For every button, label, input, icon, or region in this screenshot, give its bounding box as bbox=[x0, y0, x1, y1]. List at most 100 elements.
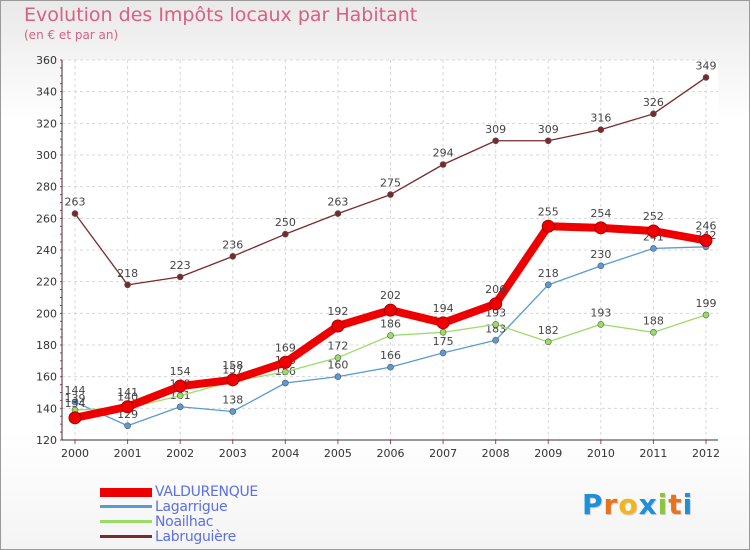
legend-label-lagarrigue: Lagarrigue bbox=[155, 499, 228, 515]
data-point-labruguire bbox=[492, 137, 499, 145]
chart-subtitle: (en € et par an) bbox=[24, 28, 119, 42]
y-tick-label: 200 bbox=[36, 307, 57, 320]
data-point-labruguire bbox=[176, 273, 184, 281]
x-tick-label: 2012 bbox=[692, 447, 720, 460]
data-point-lagarrigue bbox=[439, 349, 447, 357]
data-point-labruguire bbox=[544, 137, 552, 145]
x-tick-label: 2000 bbox=[61, 447, 89, 460]
data-label-valdurenque: 158 bbox=[222, 359, 243, 372]
data-label-labruguire: 309 bbox=[485, 123, 506, 136]
data-point-noailhac bbox=[492, 321, 499, 328]
data-label-noailhac: 182 bbox=[538, 324, 559, 337]
legend-label-labruguiere: Labruguière bbox=[155, 529, 236, 545]
legend-label-noailhac: Noailhac bbox=[155, 514, 214, 530]
y-tick-label: 220 bbox=[36, 276, 57, 289]
data-point-labruguire bbox=[334, 210, 342, 217]
legend-label-valdurenque: VALDURENQUE bbox=[155, 484, 258, 500]
x-tick-label: 2007 bbox=[429, 447, 457, 460]
logo-letter: o bbox=[618, 488, 639, 521]
data-label-noailhac: 157 bbox=[222, 363, 243, 376]
data-label-lagarrigue: 144 bbox=[65, 384, 86, 397]
x-tick-label: 2005 bbox=[324, 447, 352, 460]
y-tick-label: 120 bbox=[36, 434, 57, 447]
data-label-noailhac: 193 bbox=[590, 306, 611, 319]
data-label-valdurenque: 192 bbox=[327, 305, 348, 318]
data-point-lagarrigue bbox=[176, 403, 184, 411]
data-label-valdurenque: 254 bbox=[590, 207, 611, 220]
x-tick-label: 2004 bbox=[271, 447, 299, 460]
data-label-labruguire: 349 bbox=[696, 59, 717, 72]
y-tick-label: 340 bbox=[36, 86, 57, 99]
data-label-labruguire: 218 bbox=[117, 267, 138, 280]
data-label-valdurenque: 134 bbox=[65, 397, 86, 410]
data-point-noailhac bbox=[439, 329, 447, 336]
data-label-noailhac: 188 bbox=[643, 314, 664, 327]
data-point-lagarrigue bbox=[544, 281, 552, 289]
x-tick-label: 2009 bbox=[534, 447, 562, 460]
data-point-labruguire bbox=[597, 126, 605, 133]
data-point-labruguire bbox=[650, 110, 657, 118]
x-tick-label: 2011 bbox=[639, 447, 667, 460]
data-label-lagarrigue: 160 bbox=[327, 359, 348, 372]
logo-letter: i bbox=[657, 488, 669, 521]
data-label-noailhac: 199 bbox=[696, 297, 717, 310]
y-tick-label: 140 bbox=[36, 402, 57, 415]
y-tick-label: 280 bbox=[36, 181, 57, 194]
data-point-noailhac bbox=[544, 338, 552, 346]
x-tick-label: 2001 bbox=[114, 447, 142, 460]
logo-letter: i bbox=[682, 488, 694, 521]
data-point-noailhac bbox=[282, 368, 289, 376]
data-point-labruguire bbox=[282, 230, 289, 238]
data-label-noailhac: 172 bbox=[327, 340, 348, 353]
data-label-lagarrigue: 138 bbox=[222, 394, 243, 407]
data-label-labruguire: 316 bbox=[590, 112, 611, 125]
data-point-labruguire bbox=[229, 253, 237, 260]
data-label-lagarrigue: 230 bbox=[590, 248, 611, 261]
data-point-lagarrigue bbox=[124, 422, 131, 430]
data-point-valdurenque bbox=[699, 234, 713, 247]
data-point-valdurenque bbox=[331, 319, 345, 333]
y-tick-label: 300 bbox=[36, 149, 57, 162]
legend-swatch-labruguiere bbox=[100, 535, 152, 538]
data-label-labruguire: 223 bbox=[170, 259, 191, 272]
chart-title: Evolution des Impôts locaux par Habitant bbox=[24, 4, 418, 26]
proxiti-logo: Proxiti bbox=[582, 488, 693, 521]
data-label-labruguire: 275 bbox=[380, 177, 401, 190]
data-point-labruguire bbox=[702, 74, 710, 81]
data-point-labruguire bbox=[71, 210, 79, 217]
data-label-lagarrigue: 218 bbox=[538, 267, 559, 280]
data-label-labruguire: 326 bbox=[643, 96, 664, 109]
data-point-labruguire bbox=[439, 161, 447, 168]
data-label-lagarrigue: 175 bbox=[433, 335, 454, 348]
y-tick-label: 360 bbox=[36, 54, 57, 67]
data-point-lagarrigue bbox=[71, 398, 79, 406]
data-label-noailhac: 186 bbox=[380, 318, 401, 331]
data-point-noailhac bbox=[702, 311, 710, 319]
data-label-labruguire: 236 bbox=[222, 238, 243, 251]
data-point-valdurenque bbox=[594, 221, 608, 235]
data-point-noailhac bbox=[334, 354, 342, 361]
data-point-noailhac bbox=[597, 321, 605, 328]
y-tick-label: 180 bbox=[36, 339, 57, 352]
data-label-valdurenque: 169 bbox=[275, 341, 296, 354]
data-label-valdurenque: 206 bbox=[485, 283, 506, 296]
data-label-noailhac: 139 bbox=[65, 392, 86, 405]
data-label-labruguire: 263 bbox=[327, 196, 348, 209]
data-label-valdurenque: 141 bbox=[117, 386, 138, 399]
data-label-valdurenque: 154 bbox=[170, 365, 191, 378]
x-tick-label: 2008 bbox=[482, 447, 510, 460]
y-tick-label: 320 bbox=[36, 117, 57, 130]
data-label-labruguire: 294 bbox=[433, 147, 454, 160]
data-label-labruguire: 250 bbox=[275, 216, 296, 229]
x-tick-label: 2002 bbox=[166, 447, 194, 460]
data-point-valdurenque bbox=[646, 224, 660, 238]
data-point-noailhac bbox=[650, 329, 657, 336]
y-tick-label: 240 bbox=[36, 244, 57, 257]
legend-swatch-valdurenque bbox=[100, 488, 152, 497]
data-label-valdurenque: 252 bbox=[643, 210, 664, 223]
data-point-lagarrigue bbox=[387, 363, 394, 371]
logo-letter: r bbox=[603, 488, 619, 521]
data-label-noailhac: 140 bbox=[117, 390, 138, 403]
legend-swatch-noailhac bbox=[100, 520, 152, 523]
data-point-valdurenque bbox=[226, 373, 240, 387]
